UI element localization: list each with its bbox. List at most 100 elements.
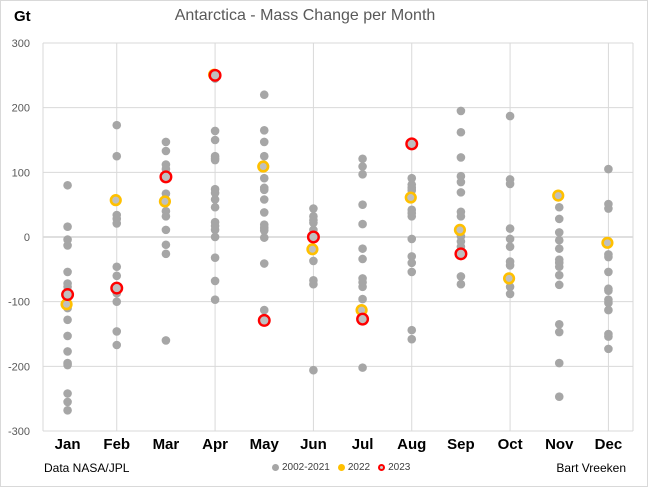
- point-2002-2021: [407, 267, 417, 277]
- x-tick-label-nov: Nov: [545, 436, 574, 453]
- point-2023: [405, 137, 419, 151]
- point-2002-2021: [505, 234, 515, 244]
- chart-title: Antarctica - Mass Change per Month: [174, 7, 436, 24]
- point-2002-2021: [604, 332, 613, 341]
- x-tick-label-dec: Dec: [595, 436, 623, 453]
- point-2002-2021: [259, 185, 269, 195]
- point-2023: [110, 281, 124, 295]
- point-2002-2021: [604, 267, 613, 277]
- point-2002-2021: [309, 365, 318, 375]
- point-2023: [356, 312, 370, 326]
- point-2022: [404, 191, 417, 204]
- y-tick-label: 200: [12, 103, 30, 115]
- point-2002-2021: [505, 282, 515, 292]
- point-2002-2021: [210, 155, 220, 165]
- point-2002-2021: [161, 249, 171, 259]
- point-2002-2021: [259, 173, 269, 183]
- point-2002-2021: [604, 298, 613, 308]
- point-2002-2021: [358, 282, 367, 292]
- point-2002-2021: [604, 252, 613, 262]
- point-2002-2021: [358, 200, 367, 209]
- y-axis-unit-label: Gt: [14, 8, 31, 25]
- point-2002-2021: [358, 162, 367, 171]
- point-2002-2021: [407, 234, 417, 244]
- point-2002-2021: [63, 360, 72, 370]
- point-2023: [208, 68, 222, 82]
- point-2002-2021: [554, 214, 564, 224]
- point-2002-2021: [407, 325, 417, 335]
- y-tick-label: 300: [12, 38, 30, 50]
- x-tick-label-oct: Oct: [498, 436, 523, 453]
- point-2002-2021: [309, 218, 318, 228]
- legend-marker-yellow: [337, 464, 345, 471]
- x-tick-label-jun: Jun: [300, 436, 327, 453]
- y-tick-label: 0: [24, 232, 30, 244]
- point-2002-2021: [309, 279, 318, 289]
- point-2023: [61, 288, 75, 302]
- y-tick-label: -100: [8, 297, 30, 309]
- point-2002-2021: [210, 135, 220, 145]
- point-2022: [601, 236, 614, 249]
- point-2002-2021: [210, 126, 220, 136]
- point-2002-2021: [161, 225, 171, 235]
- point-2002-2021: [309, 204, 318, 213]
- x-tick-label-sep: Sep: [447, 436, 475, 453]
- point-2002-2021: [456, 177, 466, 187]
- x-tick-label-jul: Jul: [352, 436, 374, 453]
- point-2002-2021: [161, 240, 171, 250]
- point-2002-2021: [358, 154, 367, 164]
- point-2002-2021: [259, 195, 269, 204]
- point-2002-2021: [112, 271, 122, 281]
- point-2002-2021: [112, 219, 122, 228]
- point-2002-2021: [63, 315, 72, 325]
- y-tick-label: 100: [12, 167, 30, 179]
- legend-marker-grey: [272, 464, 279, 471]
- point-2002-2021: [407, 252, 417, 261]
- point-2002-2021: [309, 256, 318, 266]
- point-2002-2021: [604, 305, 613, 315]
- point-2002-2021: [456, 279, 466, 289]
- point-2002-2021: [604, 286, 613, 295]
- legend-label: 2023: [388, 462, 411, 473]
- x-tick-label-may: May: [250, 436, 280, 453]
- point-2002-2021: [456, 212, 466, 221]
- point-2002-2021: [554, 262, 564, 272]
- x-tick-label-aug: Aug: [397, 436, 426, 453]
- point-2022: [552, 189, 565, 202]
- point-2002-2021: [554, 235, 564, 245]
- point-2002-2021: [456, 153, 466, 162]
- point-2002-2021: [604, 204, 613, 213]
- point-2002-2021: [63, 331, 72, 341]
- point-2023: [159, 170, 173, 184]
- point-2002-2021: [505, 242, 515, 251]
- point-2002-2021: [554, 228, 564, 237]
- point-2002-2021: [63, 406, 72, 415]
- point-2002-2021: [358, 219, 367, 229]
- author-label: Bart Vreeken: [556, 461, 626, 475]
- legend-item-2023: 2023: [378, 462, 410, 473]
- point-2002-2021: [259, 259, 269, 268]
- point-2002-2021: [554, 327, 564, 337]
- point-2002-2021: [210, 295, 220, 305]
- point-2002-2021: [161, 137, 171, 147]
- point-2002-2021: [554, 270, 564, 280]
- point-2002-2021: [358, 294, 367, 304]
- point-2002-2021: [456, 127, 466, 137]
- point-2002-2021: [358, 363, 367, 372]
- point-2002-2021: [259, 226, 269, 235]
- point-2002-2021: [161, 336, 171, 345]
- point-2002-2021: [505, 111, 515, 121]
- point-2002-2021: [259, 90, 269, 100]
- point-2002-2021: [210, 195, 220, 204]
- point-2002-2021: [505, 261, 515, 270]
- point-2002-2021: [554, 244, 564, 253]
- point-2002-2021: [63, 267, 72, 277]
- point-2002-2021: [210, 276, 220, 286]
- y-tick-label: -200: [8, 361, 30, 373]
- point-2002-2021: [456, 272, 466, 281]
- point-2002-2021: [259, 208, 269, 217]
- point-2002-2021: [63, 180, 72, 190]
- point-2002-2021: [554, 392, 564, 402]
- point-2002-2021: [161, 146, 171, 156]
